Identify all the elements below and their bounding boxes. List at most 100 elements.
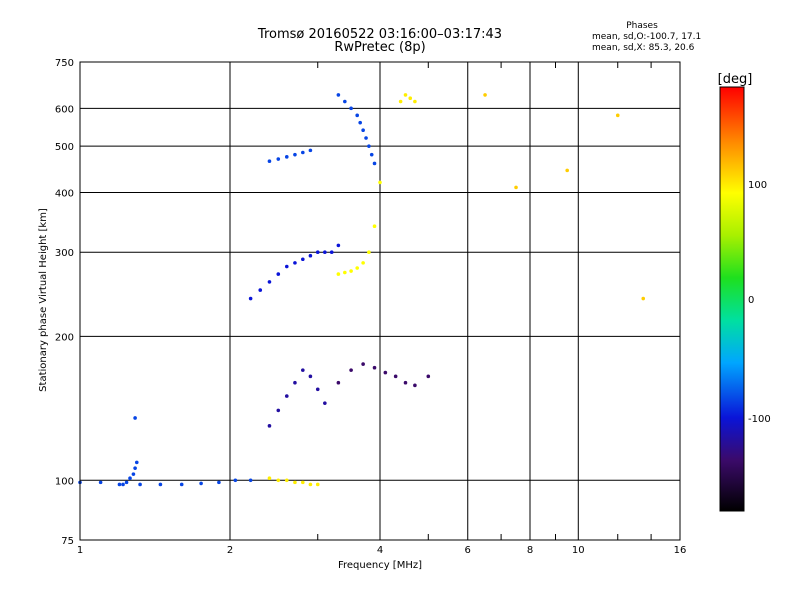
x-tick-label: 4 bbox=[377, 545, 383, 556]
plot-frame bbox=[79, 61, 681, 541]
data-point-cusp-3.3-3.9 bbox=[364, 136, 368, 140]
data-point-ground-trace bbox=[233, 478, 238, 483]
data-point-mid-scatter-3.3-5 bbox=[393, 374, 398, 379]
x-tick-label: 16 bbox=[674, 545, 687, 556]
data-point-upper-F-2.4-2.9 bbox=[276, 157, 281, 161]
data-point-lower-F-2.2-3.3 bbox=[308, 253, 313, 258]
x-axis-title: Frequency [MHz] bbox=[338, 560, 422, 571]
data-point-lower-F-2.2-3.3 bbox=[267, 280, 272, 284]
data-point-cusp-3.3-3.9 bbox=[349, 106, 353, 111]
data-point-upper-F-2.4-2.9 bbox=[308, 148, 313, 153]
data-point-lower-F-2.2-3.3 bbox=[301, 257, 305, 262]
data-point-yellow-top-4.6 bbox=[408, 96, 413, 100]
data-point-right-scatter-6.5-14 bbox=[615, 113, 620, 118]
data-point-isolated-1.3 bbox=[133, 416, 137, 420]
data-point-cusp-3.3-3.9 bbox=[369, 152, 374, 157]
data-point-E-scatter-2.4-3.1 bbox=[284, 394, 289, 398]
data-point-low-yellow-2.4-3 bbox=[284, 478, 289, 483]
data-point-E-scatter-2.4-3.1 bbox=[323, 401, 327, 405]
data-point-lower-F-2.2-3.3 bbox=[329, 250, 334, 255]
y-tick-label: 75 bbox=[61, 536, 74, 547]
data-point-mid-scatter-3.3-5 bbox=[413, 383, 417, 388]
data-point-mid-scatter-3.3-5 bbox=[372, 365, 377, 370]
data-point-cusp-3.3-3.9 bbox=[367, 144, 371, 148]
data-point-yellow-x-3.3-4 bbox=[336, 272, 341, 276]
data-point-yellow-x-3.3-4 bbox=[349, 269, 353, 273]
x-tick-label: 8 bbox=[527, 545, 533, 556]
x-tick-label: 1 bbox=[77, 545, 83, 556]
data-point-upper-F-2.4-2.9 bbox=[284, 155, 289, 159]
data-point-E-scatter-2.4-3.1 bbox=[301, 368, 305, 372]
data-point-spike-1.27 bbox=[128, 476, 132, 481]
data-point-yellow-x-3.3-4 bbox=[372, 224, 377, 229]
data-point-ground-trace bbox=[199, 481, 203, 486]
data-point-low-yellow-2.4-3 bbox=[315, 482, 320, 487]
grid-layer bbox=[80, 62, 680, 540]
data-point-cusp-3.3-3.9 bbox=[336, 93, 341, 97]
data-point-yellow-x-3.3-4 bbox=[355, 266, 359, 270]
x-tick-label: 2 bbox=[227, 545, 233, 556]
phase-mean-x: mean, sd,X: 85.3, 20.6 bbox=[592, 43, 695, 53]
data-point-mid-scatter-3.3-5 bbox=[349, 368, 353, 372]
data-point-lower-F-2.2-3.3 bbox=[323, 250, 327, 255]
data-point-upper-F-2.4-2.9 bbox=[293, 152, 297, 157]
colorbar-gradient bbox=[719, 86, 745, 512]
data-point-upper-F-2.4-2.9 bbox=[267, 159, 272, 164]
data-point-yellow-x-3.3-4 bbox=[361, 261, 365, 265]
axes-layer: 1 2 4 6 8 10 16 750 600 500 400 300 200 100 75 bbox=[55, 58, 686, 556]
data-point-yellow-x-3.3-4 bbox=[343, 270, 347, 275]
data-point-lower-F-2.2-3.3 bbox=[258, 288, 263, 292]
data-point-right-scatter-6.5-14 bbox=[514, 185, 518, 190]
data-point-lower-F-2.2-3.3 bbox=[336, 243, 341, 248]
data-point-E-scatter-2.4-3.1 bbox=[267, 424, 272, 428]
data-point-lower-F-2.2-3.3 bbox=[293, 261, 297, 265]
data-point-yellow-x-3.3-4 bbox=[378, 180, 382, 185]
data-point-ground-trace bbox=[117, 482, 122, 487]
data-point-yellow-top-4.6 bbox=[413, 99, 417, 104]
data-point-yellow-x-3.3-4 bbox=[367, 250, 371, 255]
y-tick-label: 400 bbox=[55, 188, 74, 199]
data-point-spike-1.27 bbox=[121, 482, 125, 487]
data-points bbox=[78, 93, 646, 487]
data-point-ground-trace bbox=[98, 480, 103, 485]
data-point-ground-trace bbox=[138, 482, 142, 487]
data-point-lower-F-2.2-3.3 bbox=[315, 250, 320, 255]
data-point-low-yellow-2.4-3 bbox=[267, 476, 272, 481]
data-point-spike-1.27 bbox=[124, 480, 129, 485]
data-point-spike-1.27 bbox=[131, 472, 136, 476]
x-tick-label: 10 bbox=[572, 545, 585, 556]
y-tick-label: 600 bbox=[55, 104, 74, 115]
phase-mean-o: mean, sd,O:-100.7, 17.1 bbox=[592, 32, 702, 42]
data-point-mid-scatter-3.3-5 bbox=[426, 374, 431, 379]
data-point-ground-trace bbox=[179, 482, 184, 487]
chart-title: Tromsø 20160522 03:16:00–03:17:43 bbox=[257, 27, 503, 42]
colorbar-tick-minus-100: -100 bbox=[748, 414, 771, 425]
data-point-yellow-top-4.6 bbox=[403, 93, 408, 97]
data-point-E-scatter-2.4-3.1 bbox=[276, 408, 281, 413]
data-point-ground-trace bbox=[248, 478, 253, 483]
data-point-low-yellow-2.4-3 bbox=[301, 480, 305, 485]
data-point-mid-scatter-3.3-5 bbox=[383, 370, 388, 375]
data-point-lower-F-2.2-3.3 bbox=[248, 296, 253, 301]
data-point-cusp-3.3-3.9 bbox=[355, 113, 359, 118]
data-point-right-scatter-6.5-14 bbox=[483, 93, 487, 97]
y-tick-label: 300 bbox=[55, 248, 74, 259]
data-point-E-scatter-2.4-3.1 bbox=[293, 380, 297, 385]
colorbar-unit-label: [deg] bbox=[718, 72, 753, 87]
colorbar-tick-100: 100 bbox=[748, 180, 767, 191]
x-tick-label: 6 bbox=[465, 545, 471, 556]
data-point-E-scatter-2.4-3.1 bbox=[308, 374, 313, 379]
colorbar-tick-0: 0 bbox=[748, 295, 754, 306]
data-point-E-scatter-2.4-3.1 bbox=[315, 387, 320, 392]
phase-box-title: Phases bbox=[626, 21, 658, 31]
data-point-low-yellow-2.4-3 bbox=[293, 480, 297, 485]
y-tick-label: 750 bbox=[55, 58, 74, 69]
data-point-low-yellow-2.4-3 bbox=[308, 482, 313, 487]
data-point-low-yellow-2.4-3 bbox=[276, 478, 281, 483]
data-point-lower-F-2.2-3.3 bbox=[276, 272, 281, 276]
data-point-cusp-3.3-3.9 bbox=[343, 99, 347, 104]
data-point-cusp-3.3-3.9 bbox=[372, 161, 377, 166]
y-axis-title: Stationary phase Virtual Height [km] bbox=[38, 208, 49, 392]
data-point-mid-scatter-3.3-5 bbox=[403, 380, 408, 385]
